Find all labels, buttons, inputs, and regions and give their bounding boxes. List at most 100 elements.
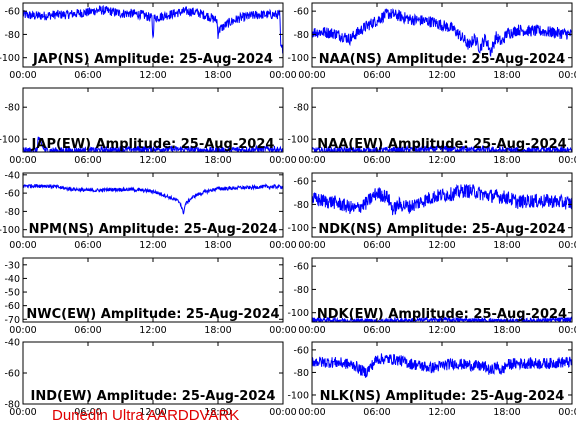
panel-title: NDK(EW) Amplitude: 25-Aug-2024 [317,307,567,322]
x-tick-label: 00:00 [269,325,296,336]
y-tick-label: -100 [287,53,309,64]
x-tick-label: 12:00 [428,240,455,251]
x-tick-label: 12:00 [428,325,455,336]
panel-title: JAP(EW) Amplitude: 25-Aug-2024 [31,137,275,152]
y-tick-label: -80 [4,30,20,41]
x-tick-label: 18:00 [204,70,231,81]
x-tick-label: 12:00 [139,155,166,166]
panel-title: NAA(NS) Amplitude: 25-Aug-2024 [319,52,565,67]
x-tick-label: 06:00 [363,407,390,418]
series-line-1-0 [312,8,572,58]
chart-panel-6: 00:00 06:00 12:00 18:00 00:00 -30 -40 -50 -60 -70… [4,257,297,336]
y-tick-label: -80 [4,207,20,218]
x-tick-label: 06:00 [363,70,390,81]
x-tick-label: 06:00 [74,70,101,81]
y-tick-label: -60 [293,177,309,188]
y-tick-label: -80 [4,103,20,114]
x-tick-label: 00:00 [9,155,36,166]
y-tick-label: -60 [4,189,20,200]
y-tick-label: -70 [4,315,20,326]
y-tick-label: -60 [4,7,20,18]
x-tick-label: 12:00 [428,407,455,418]
y-tick-label: -80 [293,103,309,114]
x-tick-label: 12:00 [139,325,166,336]
x-tick-label: 18:00 [204,155,231,166]
y-tick-label: -40 [4,170,20,181]
x-tick-label: 18:00 [204,240,231,251]
y-tick-label: -100 [0,53,20,64]
x-tick-label: 00:00 [558,325,576,336]
x-tick-label: 06:00 [74,407,101,418]
chart-panel-7: 00:00 06:00 12:00 18:00 00:00 -60 -80 -100 NDK(E… [287,257,576,336]
panel-title: IND(EW) Amplitude: 25-Aug-2024 [31,389,276,404]
chart-panel-3: 00:00 06:00 12:00 18:00 00:00 -80 -100 NAA(EW) … [287,87,576,166]
y-tick-label: -60 [293,7,309,18]
y-tick-label: -100 [0,135,20,146]
y-tick-label: -100 [287,135,309,146]
y-tick-label: -100 [287,223,309,234]
x-tick-label: 00:00 [558,240,576,251]
chart-panel-0: 00:00 06:00 12:00 18:00 00:00 -60 -80 -100 JAP(N… [0,2,297,81]
panel-title: NDK(NS) Amplitude: 25-Aug-2024 [318,222,565,237]
footer-label: Dunedin Ultra AARDDVARK [52,407,240,424]
x-tick-label: 00:00 [558,155,576,166]
chart-panel-5: 00:00 06:00 12:00 18:00 00:00 -60 -80 -100 NDK(N… [287,172,576,251]
panel-title: NLK(NS) Amplitude: 25-Aug-2024 [320,389,565,404]
x-tick-label: 18:00 [493,70,520,81]
y-tick-label: -60 [4,369,20,380]
y-tick-label: -100 [0,225,20,236]
y-tick-label: -100 [287,390,309,401]
x-tick-label: 00:00 [558,70,576,81]
y-tick-label: -60 [4,301,20,312]
x-tick-label: 00:00 [9,240,36,251]
x-tick-label: 18:00 [493,325,520,336]
y-tick-label: -80 [293,285,309,296]
panel-title: NPM(NS) Amplitude: 25-Aug-2024 [29,222,278,237]
x-tick-label: 00:00 [269,155,296,166]
chart-panel-2: 00:00 06:00 12:00 18:00 00:00 -80 -100 JAP(EW) … [0,87,297,166]
x-tick-label: 00:00 [558,407,576,418]
chart-panel-1: 00:00 06:00 12:00 18:00 00:00 -60 -80 -100 NAA(N… [287,2,576,81]
x-tick-label: 06:00 [363,155,390,166]
x-tick-label: 00:00 [269,407,296,418]
x-tick-label: 12:00 [139,240,166,251]
x-tick-label: 18:00 [204,325,231,336]
x-tick-label: 00:00 [269,70,296,81]
x-tick-label: 06:00 [363,240,390,251]
y-tick-label: -40 [4,274,20,285]
y-tick-label: -60 [293,345,309,356]
x-tick-label: 00:00 [269,240,296,251]
panel-title: NWC(EW) Amplitude: 25-Aug-2024 [26,307,279,322]
x-tick-label: 00:00 [298,70,325,81]
series-line-5-0 [312,183,572,216]
y-tick-label: -40 [4,338,20,349]
x-tick-label: 00:00 [298,407,325,418]
x-tick-label: 06:00 [74,325,101,336]
y-tick-label: -30 [4,260,20,271]
y-tick-label: -80 [4,400,20,411]
x-tick-label: 06:00 [74,240,101,251]
x-tick-label: 00:00 [298,240,325,251]
x-tick-label: 06:00 [74,155,101,166]
y-tick-label: -50 [4,288,20,299]
x-tick-label: 18:00 [493,240,520,251]
y-tick-label: -60 [293,262,309,273]
x-tick-label: 18:00 [204,407,231,418]
x-tick-label: 18:00 [493,407,520,418]
x-tick-label: 12:00 [139,407,166,418]
x-tick-label: 00:00 [298,155,325,166]
panel-title: JAP(NS) Amplitude: 25-Aug-2024 [32,52,273,67]
x-tick-label: 00:00 [9,70,36,81]
y-tick-label: -80 [293,30,309,41]
x-tick-label: 06:00 [363,325,390,336]
chart-panel-8: 00:00 06:00 12:00 18:00 00:00 -40 -60 -80 IND(EW… [4,338,296,419]
y-tick-label: -100 [287,308,309,319]
chart-panel-9: 00:00 06:00 12:00 18:00 00:00 -60 -80 -100 NLK(N… [287,341,576,418]
x-tick-label: 00:00 [9,325,36,336]
chart-panel-4: 00:00 06:00 12:00 18:00 00:00 -40 -60 -80 -100 NP… [0,170,297,251]
series-line-4-0 [23,183,283,215]
x-tick-label: 00:00 [298,325,325,336]
y-tick-label: -80 [293,368,309,379]
x-tick-label: 00:00 [9,407,36,418]
